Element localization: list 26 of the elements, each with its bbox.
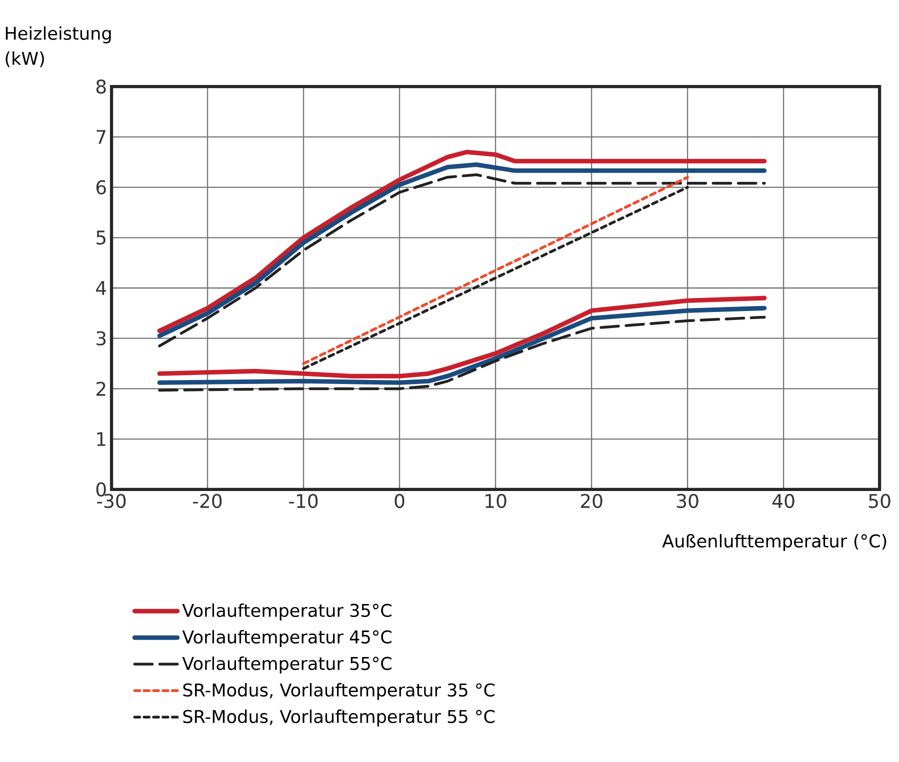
line-series — [157, 306, 767, 386]
x-tick-label: 0 — [394, 494, 404, 508]
line-series — [157, 296, 767, 379]
x-axis-title: Außenlufttemperatur (°C) — [662, 534, 886, 552]
legend-label: Vorlauftemperatur 45°C — [182, 630, 392, 648]
y-tick-label: 2 — [96, 382, 106, 396]
x-tick-label: 40 — [772, 494, 794, 508]
legend-label: Vorlauftemperatur 55°C — [182, 656, 392, 674]
y-tick-label: 8 — [96, 80, 106, 94]
y-axis-title: Heizleistung (kW) — [6, 26, 111, 68]
y-tick-label: 1 — [97, 432, 106, 446]
y-tick-label: 6 — [96, 180, 106, 195]
x-tick-label: 30 — [677, 494, 698, 508]
legend-label: SR-Modus, Vorlauftemperatur 35 °C — [183, 683, 495, 700]
y-tick-label: 7 — [96, 130, 106, 144]
x-tick-label: -10 — [289, 494, 318, 508]
y-tick-label: 4 — [96, 281, 106, 295]
x-tick-label: 10 — [486, 494, 506, 508]
legend-label: Vorlauftemperatur 35°C — [182, 604, 392, 621]
y-tick-label: 5 — [96, 230, 106, 245]
x-tick-label: 50 — [869, 494, 890, 508]
line-series — [158, 316, 766, 392]
y-tick-label: 3 — [96, 331, 106, 346]
x-tick-label: 20 — [580, 494, 602, 508]
x-tick-label: -20 — [193, 494, 222, 508]
legend-label: SR-Modus, Vorlauftemperatur 55 °C — [183, 710, 495, 727]
